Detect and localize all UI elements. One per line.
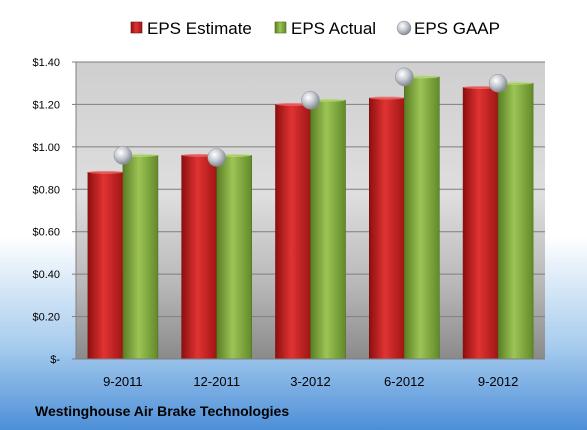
- x-tick-label: 9-2012: [478, 374, 518, 389]
- x-axis: 9-2011 12-2011 3-2012 6-2012 9-2012: [76, 358, 545, 389]
- y-tick-label: $1.40: [32, 57, 60, 69]
- bars: [87, 75, 534, 360]
- bar-eps-estimate: [275, 104, 311, 360]
- footer-label: Westinghouse Air Brake Technologies: [35, 403, 289, 419]
- y-tick-label: $0.20: [32, 312, 60, 324]
- x-tick-label: 9-2011: [103, 374, 143, 389]
- legend-label: EPS Estimate: [147, 19, 252, 38]
- bar-eps-estimate: [462, 87, 499, 360]
- bar-eps-actual: [122, 155, 159, 360]
- legend-label: EPS Actual: [291, 19, 376, 38]
- y-tick-label: $0.40: [32, 269, 60, 281]
- legend-swatch: [396, 20, 412, 36]
- y-tick-label: $0.60: [32, 227, 60, 239]
- x-tick-label: 12-2011: [193, 374, 240, 389]
- gaap-markers: [113, 67, 508, 167]
- bar-eps-actual: [216, 155, 252, 360]
- marker-eps-gaap: [207, 148, 226, 167]
- marker-eps-gaap: [488, 73, 508, 93]
- legend-swatch: [130, 21, 143, 34]
- bar-top-highlight: [463, 85, 499, 89]
- y-tick-label: $-: [50, 354, 60, 366]
- y-tick-label: $1.00: [32, 142, 60, 154]
- bar-top-highlight: [275, 102, 311, 106]
- bar-eps-actual: [310, 99, 346, 360]
- marker-eps-gaap: [113, 146, 133, 165]
- y-tick-label: $1.20: [32, 99, 60, 111]
- bar-eps-estimate: [181, 155, 217, 360]
- marker-eps-gaap: [301, 90, 320, 110]
- legend-label: EPS GAAP: [414, 19, 500, 38]
- bar-eps-actual: [497, 82, 534, 360]
- legend: EPS Estimate EPS Actual EPS GAAP: [130, 19, 500, 38]
- x-tick-label: 3-2012: [290, 374, 330, 389]
- bar-eps-estimate: [87, 172, 124, 360]
- x-tick-label: 6-2012: [384, 374, 424, 389]
- legend-swatch: [274, 21, 287, 34]
- bar-top-highlight: [87, 170, 123, 174]
- y-axis: $- $0.20 $0.40 $0.60 $0.80 $1.00 $1.20 $1.40: [32, 57, 77, 366]
- bar-eps-actual: [403, 76, 440, 360]
- y-tick-label: $0.80: [32, 184, 60, 196]
- bar-eps-estimate: [368, 97, 405, 360]
- marker-eps-gaap: [395, 67, 414, 87]
- bar-top-highlight: [369, 96, 405, 100]
